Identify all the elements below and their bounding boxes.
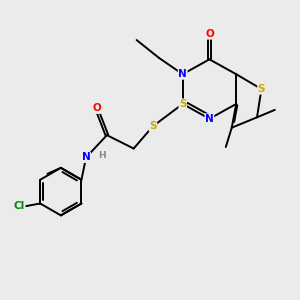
Text: Cl: Cl: [14, 202, 25, 212]
Text: N: N: [205, 114, 214, 124]
Text: S: S: [258, 84, 265, 94]
Text: N: N: [178, 69, 187, 79]
Text: O: O: [205, 29, 214, 39]
Text: S: S: [149, 121, 157, 131]
Text: N: N: [82, 152, 91, 162]
Text: O: O: [92, 103, 101, 113]
Text: S: S: [179, 99, 186, 109]
Text: H: H: [98, 151, 105, 160]
